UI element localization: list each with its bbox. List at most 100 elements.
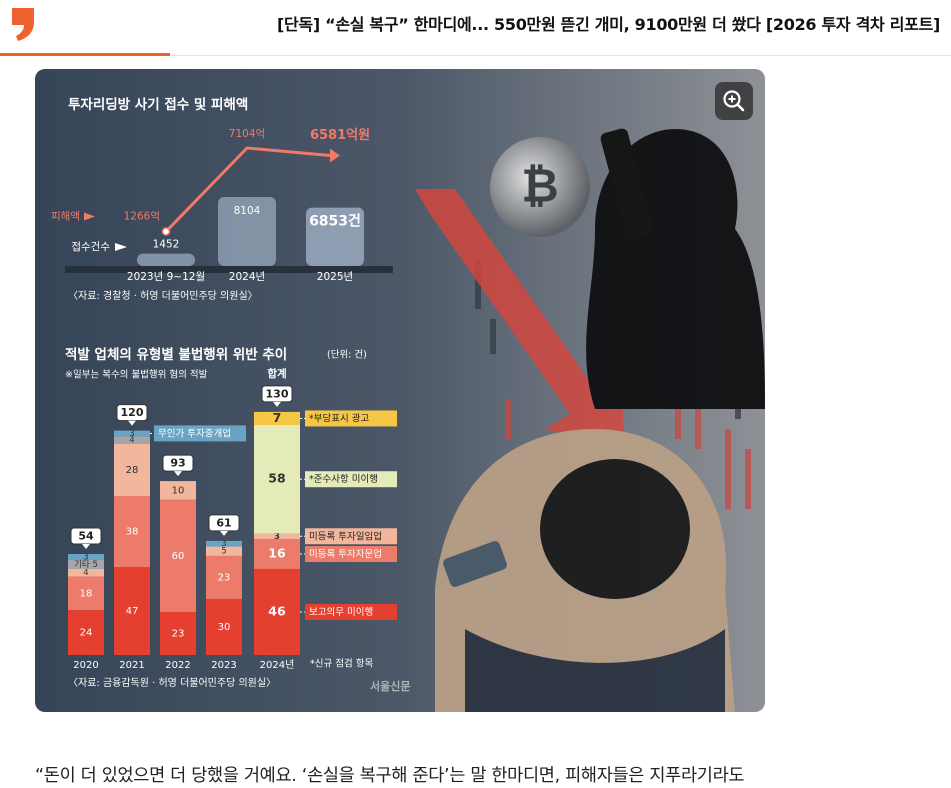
site-logo[interactable] [10, 6, 38, 42]
x-tick-label: 2020 [73, 660, 98, 671]
segment-label: 47 [126, 606, 139, 617]
segment-label: 16 [268, 546, 286, 561]
segment-label: 4 [83, 568, 88, 578]
x-tick-label: 2023년 9~12월 [127, 271, 205, 283]
legend-label: *준수사항 미이행 [309, 473, 378, 485]
total-pointer [82, 544, 90, 550]
legend-label: *부당표시 광고 [309, 412, 369, 424]
total-pointer [174, 471, 182, 477]
segment-label: 60 [172, 551, 185, 562]
segment-label: 58 [268, 471, 285, 486]
bar-segment [254, 568, 300, 655]
bar-segment [160, 481, 196, 500]
bar-segment [68, 559, 104, 569]
segment-label: 28 [126, 465, 139, 476]
x-tick-label: 2021 [119, 660, 144, 671]
svg-text:₿: ₿ [521, 159, 559, 213]
segment-label: 23 [172, 628, 185, 639]
line-arrowhead [330, 148, 340, 163]
bar-segment [114, 430, 150, 437]
total-label: 130 [266, 387, 289, 400]
segment-label: 23 [218, 572, 231, 583]
bar-segment [160, 611, 196, 655]
baseline-band [65, 266, 393, 273]
legend-box [305, 603, 397, 620]
total-pointer [220, 530, 228, 536]
chart-note: ※일부는 복수의 불법행위 혐의 적발 [65, 369, 208, 381]
total-label: 120 [121, 406, 144, 419]
bar-segment [206, 540, 242, 547]
chart-unit: (단위: 건) [327, 349, 367, 361]
bar-segment [206, 598, 242, 655]
legend-label: 무인가 투자중개업 [158, 427, 231, 439]
total-label: 93 [170, 457, 185, 470]
header-rule [0, 55, 951, 56]
bar [306, 207, 364, 266]
legend-label: 미등록 투자일임업 [309, 530, 382, 542]
legend-box [305, 528, 397, 545]
infographic: ₿ 투자리딩방 사기 접수 및 피해액 1452 2023년 9~12월 8104 20… [35, 69, 765, 712]
segment-label: 18 [80, 588, 93, 599]
legend-label: 보고의무 미이행 [309, 606, 373, 618]
bar-segment [254, 533, 300, 540]
line-start-dot [161, 227, 171, 236]
total-caption: 합계 [267, 367, 286, 380]
bar-segment [114, 567, 150, 655]
bar-segment [114, 496, 150, 568]
legend-box [305, 410, 397, 427]
watermark: 서울신문 [370, 679, 410, 693]
legend-box [305, 471, 397, 488]
bar [218, 197, 276, 266]
segment-label: 38 [126, 527, 139, 538]
series-pointer [115, 243, 127, 251]
illustration: ₿ [415, 128, 765, 712]
x-tick-label: 2024년 [229, 271, 265, 283]
chart-title: 투자리딩방 사기 접수 및 피해액 [68, 96, 248, 113]
zoom-button[interactable] [715, 82, 753, 120]
segment-label: 3 [221, 539, 226, 549]
x-tick-label: 2022 [165, 660, 190, 671]
segment-label: 3 [83, 552, 88, 562]
bar-segment [68, 568, 104, 577]
chart-title: 적발 업체의 유형별 불법행위 위반 추이 [65, 346, 287, 363]
damage-line [164, 146, 331, 233]
chart-footnote: *신규 점검 항목 [310, 658, 373, 670]
line-value-label: 6581억원 [310, 128, 370, 143]
segment-label: 4 [129, 435, 134, 445]
segment-label: 3 [274, 532, 280, 542]
bar-segment [160, 499, 196, 612]
bar-value-label: 6853건 [309, 213, 361, 230]
series-label: 접수건수 [71, 241, 110, 253]
bar-value-label: 1452 [153, 239, 180, 251]
series-pointer [84, 212, 95, 221]
bar-segment [68, 610, 104, 655]
segment-label: 7 [273, 410, 282, 425]
legend-box [305, 546, 397, 563]
bar-segment [114, 443, 150, 497]
total-label: 61 [216, 516, 231, 529]
x-tick-label: 2024년 [260, 659, 295, 671]
bar-segment [254, 539, 300, 569]
article-paragraph: “돈이 더 있었으면 더 당했을 거예요. ‘손실을 복구해 준다’는 말 한마… [35, 766, 745, 786]
segment-label: 기타 5 [74, 560, 98, 570]
segment-label: 5 [221, 547, 226, 557]
bar-segment [68, 576, 104, 611]
segment-label: 3 [129, 429, 134, 439]
chart-source: 〈자료: 금융감독원 · 허영 더불어민주당 의원실〉 [68, 677, 276, 689]
chart-source: 〈자료: 경찰청 · 허영 더불어민주당 의원실〉 [68, 289, 258, 302]
article-title: [단독] “손실 복구” 한마디에... 550만원 뜯긴 개미, 9100만원… [276, 15, 940, 34]
bar-segment [206, 555, 242, 599]
segment-label: 30 [218, 622, 231, 633]
legend-box [154, 425, 246, 442]
segment-label: 10 [172, 485, 185, 496]
total-label: 54 [78, 530, 94, 543]
bar-segment [254, 411, 300, 425]
segment-label: 46 [268, 603, 286, 618]
bar-segment [68, 554, 104, 560]
total-pointer [128, 420, 136, 426]
bar-value-label: 8104 [234, 205, 261, 217]
bar-segment [254, 424, 300, 534]
charts: 투자리딩방 사기 접수 및 피해액 1452 2023년 9~12월 8104 2024… [51, 96, 410, 693]
series-label: 피해액 [51, 210, 80, 223]
header-accent [0, 53, 170, 56]
